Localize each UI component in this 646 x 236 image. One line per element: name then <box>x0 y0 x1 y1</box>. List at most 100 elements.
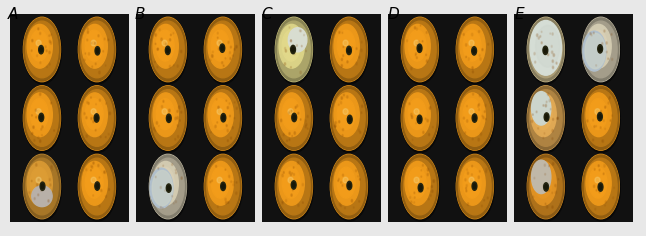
Circle shape <box>331 155 367 218</box>
Circle shape <box>545 104 547 107</box>
Circle shape <box>24 86 60 150</box>
Ellipse shape <box>540 40 545 46</box>
Circle shape <box>41 135 43 136</box>
Circle shape <box>233 181 234 183</box>
Circle shape <box>338 180 339 181</box>
Circle shape <box>211 55 213 57</box>
Circle shape <box>349 117 351 120</box>
Circle shape <box>535 61 536 63</box>
Circle shape <box>87 101 88 103</box>
Circle shape <box>236 107 237 110</box>
Circle shape <box>417 115 422 123</box>
Circle shape <box>601 42 603 45</box>
Circle shape <box>472 33 473 36</box>
Circle shape <box>552 138 553 140</box>
Circle shape <box>289 139 290 141</box>
Circle shape <box>38 179 39 181</box>
Circle shape <box>89 53 90 55</box>
Circle shape <box>292 135 293 137</box>
Circle shape <box>289 132 290 135</box>
Circle shape <box>27 24 52 68</box>
Circle shape <box>49 40 50 43</box>
Circle shape <box>162 105 163 108</box>
Circle shape <box>289 171 291 174</box>
Circle shape <box>472 165 473 167</box>
Circle shape <box>528 155 564 218</box>
Circle shape <box>552 162 554 165</box>
Circle shape <box>233 184 234 186</box>
Circle shape <box>282 174 284 177</box>
Circle shape <box>216 99 217 100</box>
Circle shape <box>108 39 109 41</box>
Circle shape <box>420 25 421 26</box>
Circle shape <box>84 112 85 115</box>
Circle shape <box>606 51 607 53</box>
Circle shape <box>610 120 611 121</box>
Circle shape <box>422 131 424 134</box>
Circle shape <box>152 170 172 206</box>
Circle shape <box>605 201 607 203</box>
Circle shape <box>402 18 438 81</box>
Circle shape <box>305 126 306 128</box>
Circle shape <box>583 18 619 81</box>
Circle shape <box>530 21 561 75</box>
Ellipse shape <box>595 40 600 46</box>
Circle shape <box>26 158 58 215</box>
Circle shape <box>531 24 556 68</box>
Circle shape <box>534 177 535 179</box>
Circle shape <box>459 158 491 215</box>
Circle shape <box>418 46 421 51</box>
Circle shape <box>419 117 421 122</box>
Circle shape <box>599 190 600 193</box>
Circle shape <box>307 115 308 118</box>
Circle shape <box>94 42 96 44</box>
Circle shape <box>532 114 533 115</box>
Circle shape <box>50 166 52 169</box>
Circle shape <box>552 60 554 63</box>
Circle shape <box>85 53 86 54</box>
Circle shape <box>480 133 482 135</box>
Circle shape <box>611 34 612 35</box>
Circle shape <box>543 185 544 186</box>
Circle shape <box>30 99 48 130</box>
Ellipse shape <box>595 109 600 114</box>
Circle shape <box>98 35 99 37</box>
Circle shape <box>49 178 50 181</box>
Circle shape <box>292 173 293 174</box>
Circle shape <box>86 169 87 171</box>
Circle shape <box>337 99 355 130</box>
Circle shape <box>342 185 343 186</box>
Circle shape <box>545 115 548 119</box>
Circle shape <box>428 134 430 136</box>
Circle shape <box>305 120 306 122</box>
Circle shape <box>33 126 34 128</box>
Circle shape <box>32 39 33 42</box>
Ellipse shape <box>343 109 348 114</box>
Circle shape <box>534 30 552 61</box>
Circle shape <box>528 18 565 84</box>
Circle shape <box>457 155 493 218</box>
Circle shape <box>29 192 30 194</box>
Circle shape <box>234 118 235 119</box>
Circle shape <box>90 165 92 168</box>
Circle shape <box>155 34 156 36</box>
Circle shape <box>466 184 468 187</box>
Ellipse shape <box>36 109 41 114</box>
Circle shape <box>599 185 602 189</box>
Circle shape <box>604 30 605 32</box>
Circle shape <box>340 205 341 207</box>
Circle shape <box>600 110 601 112</box>
Circle shape <box>599 169 600 171</box>
Circle shape <box>205 18 241 81</box>
Circle shape <box>98 182 99 184</box>
Circle shape <box>540 35 541 37</box>
Circle shape <box>37 28 39 30</box>
Circle shape <box>360 131 361 133</box>
Circle shape <box>348 183 351 188</box>
Circle shape <box>347 61 348 63</box>
Circle shape <box>603 173 604 175</box>
Ellipse shape <box>288 40 293 46</box>
Circle shape <box>220 44 225 52</box>
Circle shape <box>606 42 607 44</box>
Ellipse shape <box>414 40 419 46</box>
